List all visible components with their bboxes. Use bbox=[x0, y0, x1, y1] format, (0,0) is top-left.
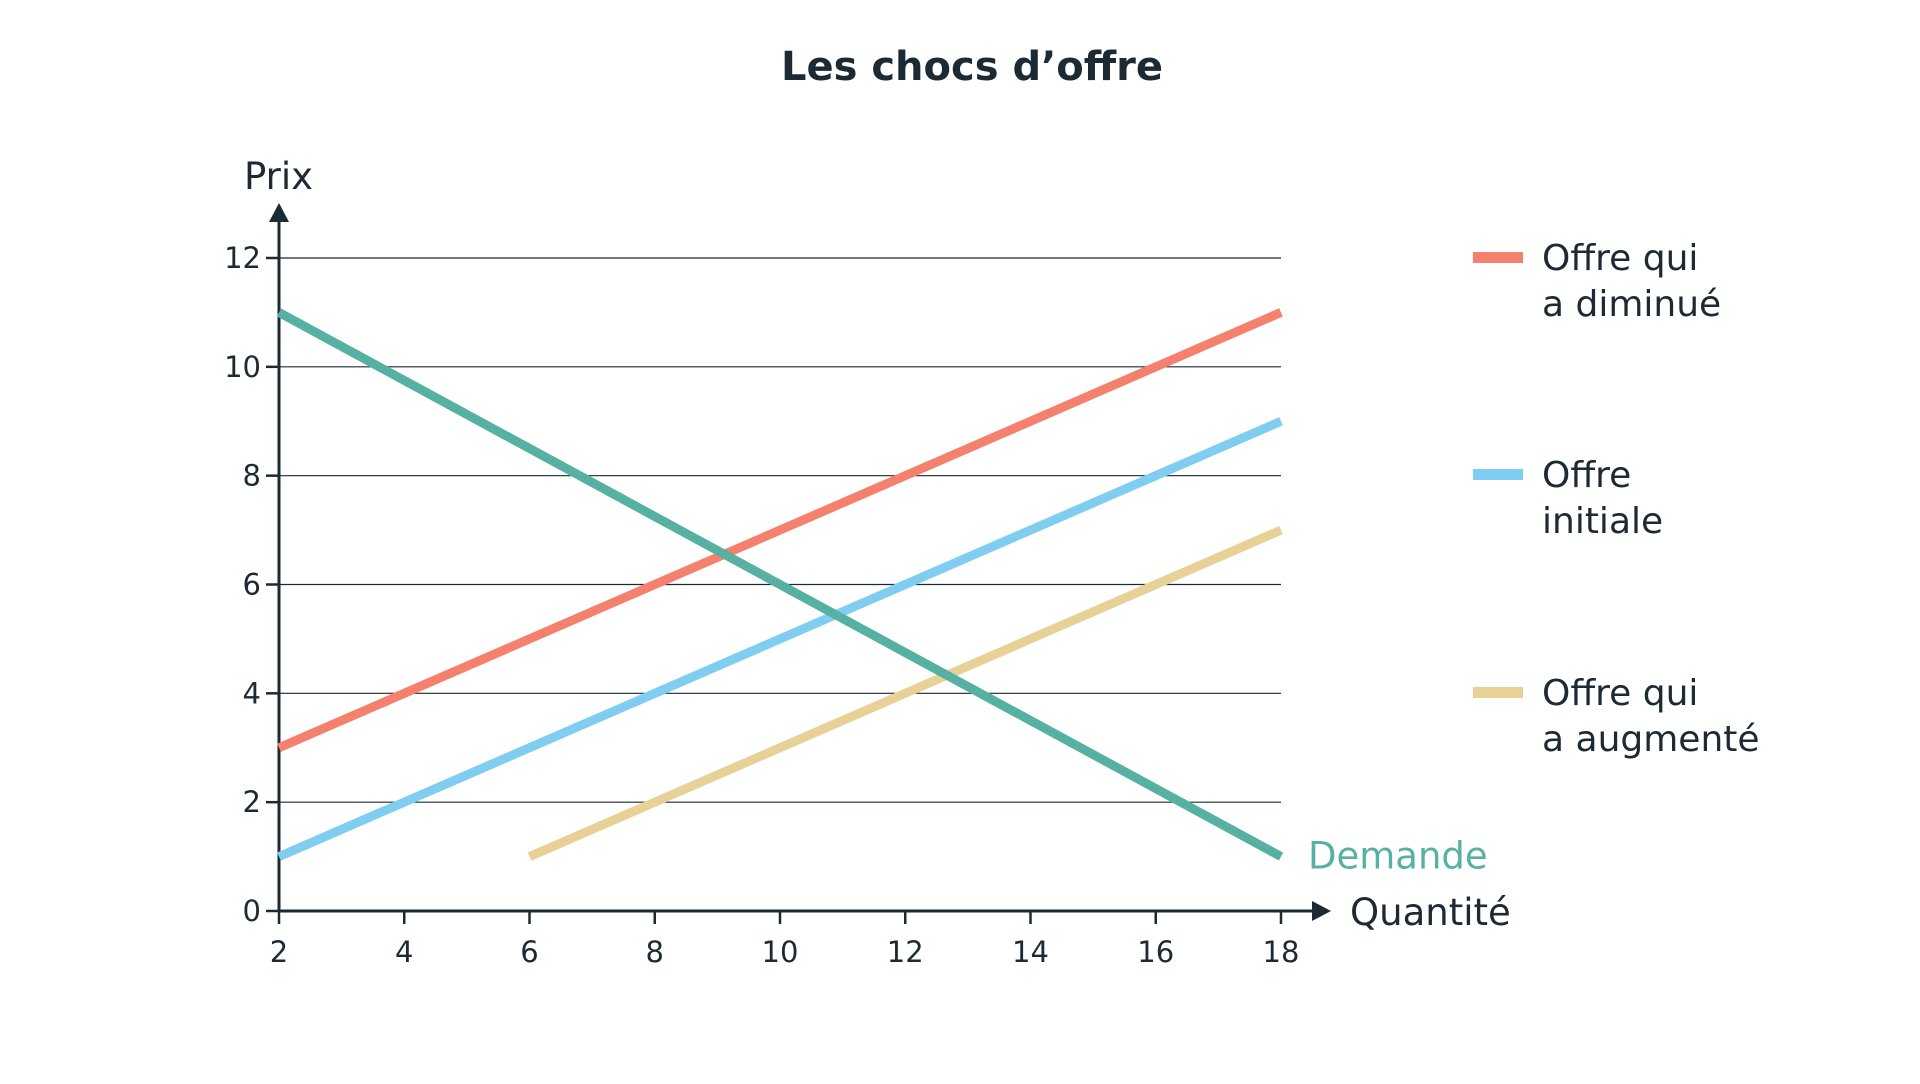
chart-title: Les chocs d’offre bbox=[781, 44, 1163, 90]
x-tick-label-12: 12 bbox=[887, 935, 924, 969]
x-tick-label-2: 2 bbox=[270, 935, 288, 969]
legend-item-0: Offre qui a diminué bbox=[1473, 238, 1721, 325]
legend-label-line: Offre qui bbox=[1542, 673, 1698, 714]
legend-item-2: Offre qui a augmenté bbox=[1473, 673, 1760, 760]
x-axis-arrow-icon bbox=[1312, 901, 1331, 921]
y-tick-label-2: 2 bbox=[243, 785, 261, 819]
y-tick-label-6: 6 bbox=[243, 568, 261, 602]
series-line-3 bbox=[276, 308, 1284, 861]
y-tick-label-4: 4 bbox=[243, 676, 261, 710]
series-annotation-0: Demande bbox=[1308, 835, 1488, 878]
annotations: Demande bbox=[1308, 835, 1488, 878]
x-tick-label-4: 4 bbox=[395, 935, 413, 969]
legend-label-line: a augmenté bbox=[1542, 719, 1760, 760]
legend-item-1: Offre initiale bbox=[1473, 455, 1663, 542]
y-tick-label-8: 8 bbox=[243, 459, 261, 493]
y-tick-label-10: 10 bbox=[224, 350, 261, 384]
axes bbox=[269, 203, 1331, 921]
legend-swatch bbox=[1473, 469, 1523, 480]
series-lines bbox=[276, 308, 1284, 861]
y-axis-label: Prix bbox=[244, 155, 313, 198]
y-tick-label-0: 0 bbox=[243, 894, 261, 928]
legend-swatch bbox=[1473, 687, 1523, 698]
legend-label-line: initiale bbox=[1542, 501, 1663, 542]
legend-label-line: Offre bbox=[1542, 455, 1631, 496]
legend-label-line: a diminué bbox=[1542, 284, 1721, 325]
x-axis-label: Quantité bbox=[1350, 891, 1511, 934]
series-line-2 bbox=[527, 525, 1283, 861]
legend: Offre qui a diminué Offre initiale Offre qui… bbox=[1473, 238, 1760, 760]
legend-label-line: Offre qui bbox=[1542, 238, 1698, 279]
y-tick-label-12: 12 bbox=[224, 241, 261, 275]
x-tick-label-18: 18 bbox=[1263, 935, 1300, 969]
x-tick-label-14: 14 bbox=[1012, 935, 1049, 969]
x-tick-label-8: 8 bbox=[646, 935, 664, 969]
legend-swatch bbox=[1473, 252, 1523, 263]
series-line-0 bbox=[277, 308, 1283, 752]
x-tick-label-10: 10 bbox=[762, 935, 799, 969]
x-tick-label-6: 6 bbox=[520, 935, 538, 969]
x-tick-label-16: 16 bbox=[1137, 935, 1174, 969]
y-axis-arrow-icon bbox=[269, 203, 289, 222]
series-line-1 bbox=[277, 417, 1283, 861]
